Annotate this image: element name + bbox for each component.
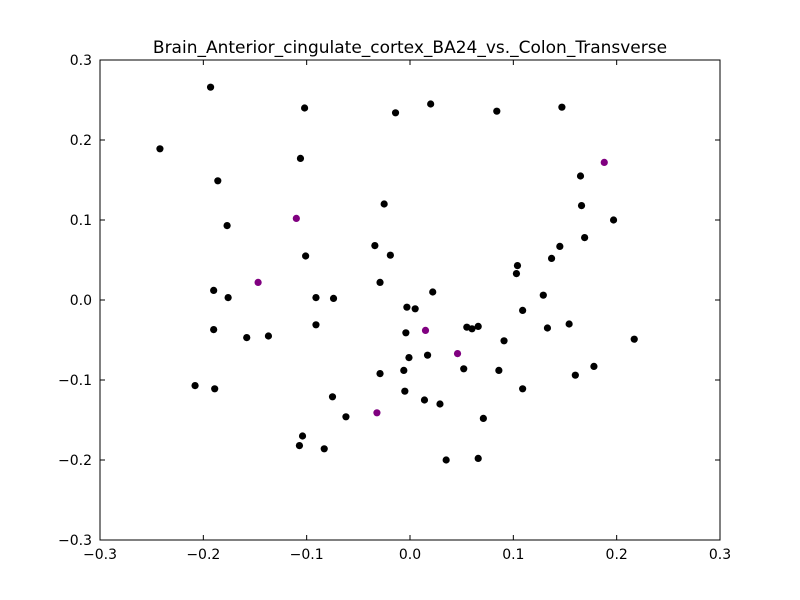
data-point (295, 442, 304, 450)
data-point (386, 251, 394, 259)
data-point (223, 222, 231, 230)
data-point (376, 370, 384, 378)
data-point (411, 305, 419, 313)
x-tick-label: 0.1 (502, 547, 524, 563)
data-point (479, 414, 487, 422)
data-point (320, 445, 328, 453)
data-point (243, 334, 251, 342)
data-point (211, 385, 219, 393)
data-point (298, 432, 307, 440)
data-point (210, 286, 218, 294)
data-point (468, 325, 476, 333)
y-tick-label: 0.3 (70, 53, 92, 69)
y-tick-label: 0.0 (70, 293, 92, 309)
data-point (292, 214, 300, 222)
data-point (513, 262, 522, 270)
data-point (565, 320, 573, 328)
data-point (576, 172, 585, 180)
data-point (376, 278, 384, 286)
data-point (210, 326, 218, 334)
data-point (590, 362, 598, 370)
chart-title: Brain_Anterior_cingulate_cortex_BA24_vs.… (153, 38, 667, 58)
data-point (206, 83, 215, 91)
data-point (405, 354, 413, 362)
data-point (301, 104, 309, 112)
data-point (436, 400, 444, 408)
data-point (391, 109, 400, 117)
data-point (630, 335, 638, 343)
data-point (302, 252, 310, 260)
y-tick-label: −0.1 (58, 373, 92, 389)
data-point (402, 329, 410, 337)
data-point (500, 337, 508, 345)
x-tick-label: 0.2 (606, 547, 628, 563)
x-tick-label: −0.2 (186, 547, 220, 563)
y-tick-label: 0.2 (70, 133, 92, 149)
data-point (474, 322, 482, 330)
data-point (442, 456, 450, 464)
data-point (493, 107, 501, 115)
y-tick-label: 0.1 (70, 213, 92, 229)
data-point (581, 234, 589, 242)
data-points (156, 83, 638, 464)
data-point (156, 145, 164, 153)
data-point (453, 350, 462, 358)
data-point (254, 278, 262, 286)
data-point (420, 396, 429, 404)
data-point (400, 366, 408, 374)
data-point (342, 413, 350, 421)
x-tick-label: 0.0 (399, 547, 421, 563)
data-point (512, 270, 521, 278)
data-point (577, 202, 586, 210)
data-point (547, 254, 556, 262)
y-tick-label: −0.2 (58, 453, 92, 469)
data-point (371, 242, 379, 250)
x-tick-label: 0.3 (709, 547, 731, 563)
data-point (224, 294, 232, 302)
data-point (312, 294, 320, 302)
x-tick-label: −0.1 (290, 547, 324, 563)
axis-ticks: −0.3 −0.2 −0.1 0.0 0.1 0.2 0.3 −0.3 −0.2 −0.1 0.0 0… (58, 53, 731, 563)
data-point (571, 371, 579, 379)
data-point (421, 326, 430, 334)
data-point (312, 321, 320, 329)
data-point (191, 382, 199, 390)
data-point (600, 158, 608, 166)
data-point (296, 154, 305, 162)
data-point (427, 100, 435, 108)
data-point (539, 291, 547, 299)
data-point (329, 294, 338, 302)
data-point (558, 103, 566, 111)
data-point (264, 332, 273, 340)
data-point (556, 242, 564, 250)
data-point (401, 387, 409, 395)
data-point (380, 200, 388, 208)
data-point (543, 324, 552, 332)
x-tick-label: −0.3 (83, 547, 117, 563)
data-point (495, 366, 503, 374)
data-point (519, 306, 527, 314)
data-point (609, 216, 618, 224)
data-point (474, 454, 482, 462)
data-point (214, 177, 222, 185)
data-point (328, 393, 337, 401)
data-point (403, 303, 411, 311)
data-point (423, 351, 432, 359)
data-point (373, 409, 381, 417)
data-point (460, 365, 468, 373)
data-point (519, 385, 527, 393)
plot-frame (99, 59, 721, 541)
data-point (429, 288, 437, 296)
y-tick-label: −0.3 (58, 533, 92, 549)
